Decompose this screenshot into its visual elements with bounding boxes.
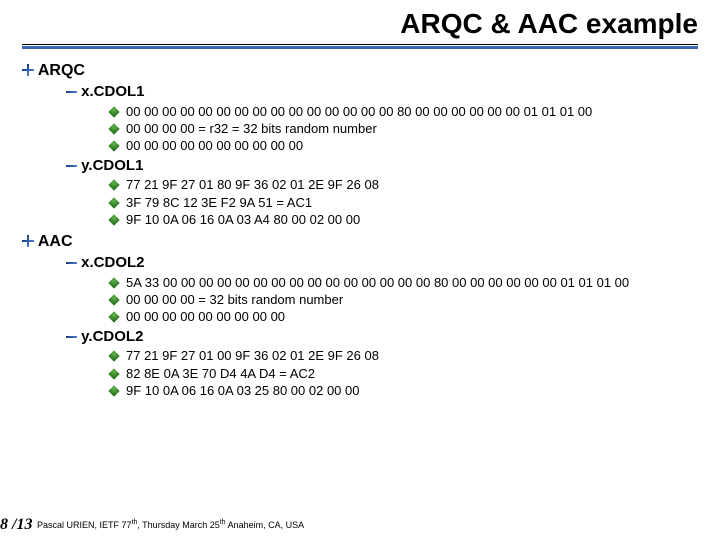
content-area: ARQC x.CDOL1 00 00 00 00 00 00 00 00 00 0… — [0, 49, 720, 399]
subsection-heading: y.CDOL2 — [66, 328, 698, 347]
data-line: 82 8E 0A 3E 70 D4 4A D4 = AC2 — [110, 366, 698, 382]
data-line: 3F 79 8C 12 3E F2 9A 51 = AC1 — [110, 195, 698, 211]
data-line-text: 5A 33 00 00 00 00 00 00 00 00 00 00 00 0… — [126, 275, 629, 290]
page-title: ARQC & AAC example — [400, 8, 698, 39]
diamond-bullet-icon — [108, 368, 119, 379]
footer: 8 /13 Pascal URIEN, IETF 77th, Thursday … — [0, 516, 304, 534]
data-line: 77 21 9F 27 01 00 9F 36 02 01 2E 9F 26 0… — [110, 348, 698, 364]
data-line-text: 9F 10 0A 06 16 0A 03 25 80 00 02 00 00 — [126, 383, 359, 398]
data-line-text: 9F 10 0A 06 16 0A 03 A4 80 00 02 00 00 — [126, 212, 360, 227]
data-line: 9F 10 0A 06 16 0A 03 25 80 00 02 00 00 — [110, 383, 698, 399]
footer-text-1: Pascal URIEN, IETF 77 — [37, 520, 132, 530]
diamond-bullet-icon — [108, 351, 119, 362]
data-line-text: 00 00 00 00 00 00 00 00 00 00 00 00 00 0… — [126, 104, 592, 119]
diamond-bullet-icon — [108, 277, 119, 288]
data-line: 5A 33 00 00 00 00 00 00 00 00 00 00 00 0… — [110, 275, 698, 291]
data-line: 00 00 00 00 00 00 00 00 00 00 — [110, 138, 698, 154]
data-line-text: 77 21 9F 27 01 00 9F 36 02 01 2E 9F 26 0… — [126, 348, 379, 363]
data-line: 00 00 00 00 00 00 00 00 00 00 00 00 00 0… — [110, 104, 698, 120]
subsection-heading: x.CDOL1 — [66, 83, 698, 102]
subsection-label: y.CDOL1 — [81, 157, 143, 174]
page-number: 8 /13 — [0, 516, 32, 533]
data-line-text: 00 00 00 00 00 00 00 00 00 00 — [126, 138, 303, 153]
section-label: AAC — [38, 233, 73, 250]
dash-bullet-icon — [66, 165, 77, 167]
data-line: 77 21 9F 27 01 80 9F 36 02 01 2E 9F 26 0… — [110, 177, 698, 193]
data-line-text: 3F 79 8C 12 3E F2 9A 51 = AC1 — [126, 195, 312, 210]
title-area: ARQC & AAC example — [0, 0, 720, 40]
divider-thin — [22, 44, 698, 45]
data-line-text: 82 8E 0A 3E 70 D4 4A D4 = AC2 — [126, 366, 315, 381]
diamond-bullet-icon — [108, 214, 119, 225]
footer-text-2: , Thursday March 25 — [137, 520, 219, 530]
diamond-bullet-icon — [108, 180, 119, 191]
diamond-bullet-icon — [108, 385, 119, 396]
diamond-bullet-icon — [108, 106, 119, 117]
data-line-text: 00 00 00 00 00 00 00 00 00 — [126, 309, 285, 324]
subsection-heading: y.CDOL1 — [66, 157, 698, 176]
diamond-bullet-icon — [108, 294, 119, 305]
diamond-bullet-icon — [108, 141, 119, 152]
subsection-label: y.CDOL2 — [81, 328, 143, 345]
dash-bullet-icon — [66, 262, 77, 264]
footer-text-3: Anaheim, CA, USA — [226, 520, 305, 530]
plus-bullet-icon — [22, 235, 34, 247]
section-heading: AAC — [22, 232, 698, 252]
section-heading: ARQC — [22, 61, 698, 81]
dash-bullet-icon — [66, 336, 77, 338]
diamond-bullet-icon — [108, 197, 119, 208]
subsection-heading: x.CDOL2 — [66, 254, 698, 273]
data-line-text: 77 21 9F 27 01 80 9F 36 02 01 2E 9F 26 0… — [126, 177, 379, 192]
data-line: 00 00 00 00 = r32 = 32 bits random numbe… — [110, 121, 698, 137]
data-line-text: 00 00 00 00 = r32 = 32 bits random numbe… — [126, 121, 377, 136]
data-line: 9F 10 0A 06 16 0A 03 A4 80 00 02 00 00 — [110, 212, 698, 228]
dash-bullet-icon — [66, 91, 77, 93]
subsection-label: x.CDOL1 — [81, 83, 144, 100]
subsection-label: x.CDOL2 — [81, 254, 144, 271]
diamond-bullet-icon — [108, 123, 119, 134]
data-line-text: 00 00 00 00 = 32 bits random number — [126, 292, 343, 307]
data-line: 00 00 00 00 00 00 00 00 00 — [110, 309, 698, 325]
plus-bullet-icon — [22, 64, 34, 76]
diamond-bullet-icon — [108, 312, 119, 323]
section-label: ARQC — [38, 62, 85, 79]
data-line: 00 00 00 00 = 32 bits random number — [110, 292, 698, 308]
